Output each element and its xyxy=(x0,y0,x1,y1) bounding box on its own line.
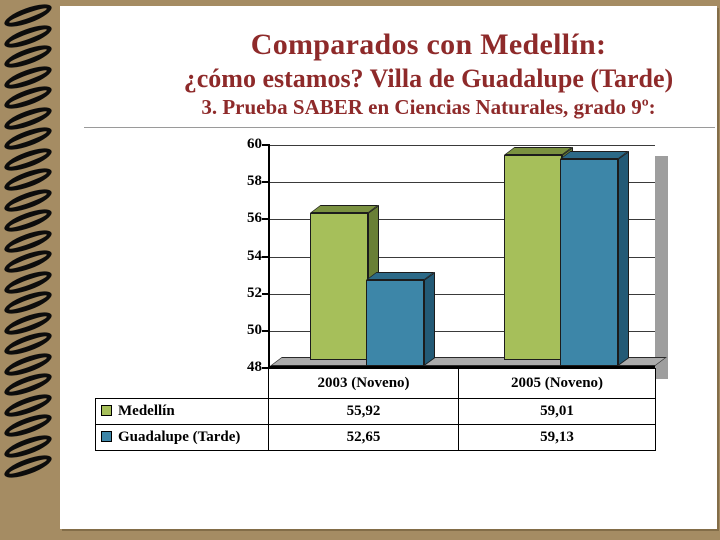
y-axis-label: 56 xyxy=(247,210,262,226)
legend-cell-medellin: Medellín xyxy=(95,398,269,425)
y-tick-mark xyxy=(262,367,270,369)
bar-face xyxy=(424,272,435,366)
y-axis-label: 48 xyxy=(247,359,262,375)
gridline xyxy=(270,257,655,258)
y-tick-mark xyxy=(262,181,270,183)
bar-Guadalupe (Tarde)-2003 (Noveno) xyxy=(366,272,435,366)
bar-face xyxy=(504,155,562,360)
y-tick-mark xyxy=(262,256,270,258)
y-axis-label: 58 xyxy=(247,173,262,189)
gridline xyxy=(270,145,655,146)
y-axis-label: 60 xyxy=(247,136,262,152)
y-axis-label: 54 xyxy=(247,248,262,264)
bar-face xyxy=(366,280,424,366)
y-tick-mark xyxy=(262,144,270,146)
series-row-guadalupe: Guadalupe (Tarde) 52,65 59,13 xyxy=(95,424,656,451)
slide-title: Comparados con Medellín: xyxy=(250,28,607,61)
bar-face xyxy=(560,159,618,366)
legend-cell-guadalupe: Guadalupe (Tarde) xyxy=(95,424,269,451)
category-cell-2005: 2005 (Noveno) xyxy=(458,368,656,399)
medellin-legend-label: Medellín xyxy=(118,403,175,419)
medellin-legend-swatch xyxy=(101,405,112,416)
gridline xyxy=(270,219,655,220)
y-tick-mark xyxy=(262,293,270,295)
category-cell-2003: 2003 (Noveno) xyxy=(268,368,459,399)
chart-data-table: 2003 (Noveno) 2005 (Noveno) Medellín 55,… xyxy=(95,368,656,451)
table-corner-cell xyxy=(96,369,269,399)
plot-area: 60 58 56 54 52 50 48 xyxy=(247,136,667,375)
y-axis-label: 52 xyxy=(247,285,262,301)
bar-Medellín-2005 (Noveno) xyxy=(504,147,573,360)
bar-face xyxy=(310,213,368,360)
notebook-page: Comparados con Medellín: ¿cómo estamos? … xyxy=(60,6,717,529)
slide-subtitle: ¿cómo estamos? Villa de Guadalupe (Tarde… xyxy=(183,63,674,93)
y-tick-mark xyxy=(262,218,270,220)
gridline xyxy=(270,182,655,183)
value-guadalupe-2005: 59,13 xyxy=(458,424,656,451)
category-row: 2003 (Noveno) 2005 (Noveno) xyxy=(96,368,656,399)
bar-Guadalupe (Tarde)-2005 (Noveno) xyxy=(560,151,629,366)
spiral-binding xyxy=(1,0,67,494)
bar-Medellín-2003 (Noveno) xyxy=(310,205,379,360)
y-tick-mark xyxy=(262,330,270,332)
bar-face xyxy=(618,151,629,366)
guadalupe-legend-label: Guadalupe (Tarde) xyxy=(118,429,241,445)
slide-header: Comparados con Medellín: ¿cómo estamos? … xyxy=(60,6,717,121)
value-medellin-2003: 55,92 xyxy=(268,398,459,425)
value-medellin-2005: 59,01 xyxy=(458,398,656,425)
gridline xyxy=(270,331,655,332)
y-axis-label: 50 xyxy=(247,322,262,338)
guadalupe-legend-swatch xyxy=(101,431,112,442)
header-divider xyxy=(84,126,715,128)
series-row-medellin: Medellín 55,92 59,01 xyxy=(95,398,656,425)
value-guadalupe-2003: 52,65 xyxy=(268,424,459,451)
gridline xyxy=(270,294,655,295)
slide-heading-line3: 3. Prueba SABER en Ciencias Naturales, g… xyxy=(201,94,656,119)
